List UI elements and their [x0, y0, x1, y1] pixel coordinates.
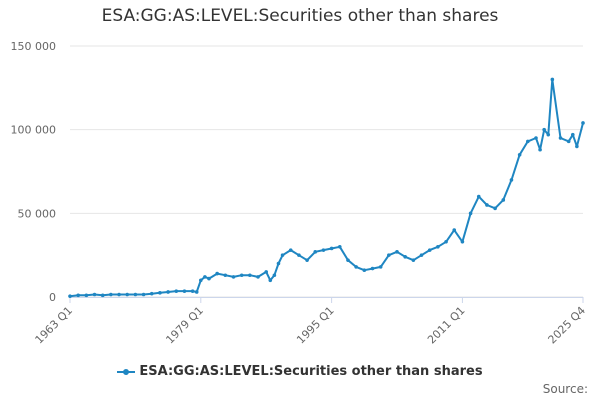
data-point	[117, 292, 121, 297]
data-point	[427, 248, 432, 252]
data-point	[395, 250, 399, 254]
data-point	[125, 292, 130, 297]
series-layer	[68, 77, 585, 298]
data-point	[558, 136, 563, 140]
data-point	[203, 275, 207, 279]
data-point	[444, 239, 448, 244]
legend-dot-marker	[123, 368, 130, 375]
data-point	[194, 290, 199, 294]
data-point	[476, 194, 481, 199]
data-point	[566, 139, 571, 144]
data-point	[92, 292, 97, 297]
data-point	[141, 292, 146, 297]
data-point	[190, 289, 195, 293]
data-point	[370, 266, 375, 271]
data-point	[534, 136, 538, 140]
legend[interactable]: ESA:GG:AS:LEVEL:Securities other than sh…	[0, 364, 600, 379]
data-point	[321, 248, 326, 252]
data-point	[182, 289, 187, 293]
x-tick-label: 1979 Q1	[163, 304, 206, 347]
data-point	[268, 278, 273, 283]
data-point	[223, 273, 228, 278]
data-point	[546, 132, 551, 137]
data-point	[100, 293, 105, 298]
data-point	[239, 273, 244, 278]
data-point	[346, 258, 350, 262]
source-label[interactable]: Source:	[542, 382, 588, 396]
data-point	[276, 261, 281, 266]
data-point	[231, 275, 236, 279]
data-point	[84, 293, 89, 298]
data-point	[542, 127, 546, 132]
data-point	[329, 246, 334, 251]
legend-label: ESA:GG:AS:LEVEL:Securities other than sh…	[139, 364, 483, 379]
gridlines	[70, 45, 583, 298]
data-point	[313, 250, 318, 254]
data-point	[517, 152, 522, 157]
data-point	[207, 276, 211, 281]
data-point	[109, 292, 113, 297]
data-point	[305, 258, 309, 262]
data-point	[403, 255, 407, 259]
data-point	[288, 248, 293, 252]
data-point	[158, 291, 162, 295]
data-point	[460, 239, 465, 244]
data-point	[248, 273, 252, 278]
data-point	[362, 268, 367, 273]
data-point	[297, 253, 301, 257]
data-point	[575, 144, 579, 149]
data-point	[133, 292, 138, 297]
data-point	[166, 290, 170, 294]
data-point	[526, 139, 530, 144]
data-point	[550, 77, 555, 82]
data-point	[411, 258, 416, 262]
data-point	[280, 253, 285, 257]
data-point	[149, 291, 154, 296]
data-point	[272, 273, 277, 278]
data-point	[215, 271, 219, 276]
data-point	[68, 294, 72, 298]
legend-line-swatch	[117, 368, 136, 375]
axes: 0 50 000 100 000 150 000 1963 Q1 1979 Q1 1995 …	[11, 40, 589, 346]
data-point	[501, 198, 506, 202]
data-point	[378, 265, 383, 269]
y-tick-label: 100 000	[11, 124, 57, 137]
x-tick-label: 1995 Q1	[294, 304, 337, 347]
data-point	[509, 178, 514, 182]
y-tick-label: 0	[49, 291, 56, 304]
data-point	[538, 147, 542, 152]
data-point	[570, 132, 575, 137]
data-point	[337, 245, 342, 249]
data-point	[264, 270, 269, 274]
data-point	[452, 228, 457, 232]
x-tick-label: 2011 Q1	[425, 304, 468, 347]
data-point	[419, 253, 424, 257]
data-point	[485, 203, 489, 207]
data-point	[76, 293, 80, 298]
y-tick-label: 50 000	[18, 207, 57, 220]
series-line	[69, 78, 584, 298]
data-point	[493, 206, 497, 211]
data-point	[387, 253, 391, 257]
data-point	[174, 289, 179, 293]
data-point	[468, 211, 473, 216]
x-tick-label: 2025 Q4	[546, 304, 589, 347]
data-point	[436, 245, 440, 249]
y-tick-label: 150 000	[11, 40, 57, 53]
data-point	[354, 265, 358, 269]
x-tick-label: 1963 Q1	[33, 304, 76, 347]
data-point	[256, 275, 260, 279]
data-point	[581, 121, 585, 125]
chart-title: ESA:GG:AS:LEVEL:Securities other than sh…	[101, 6, 499, 26]
data-point	[199, 278, 203, 283]
